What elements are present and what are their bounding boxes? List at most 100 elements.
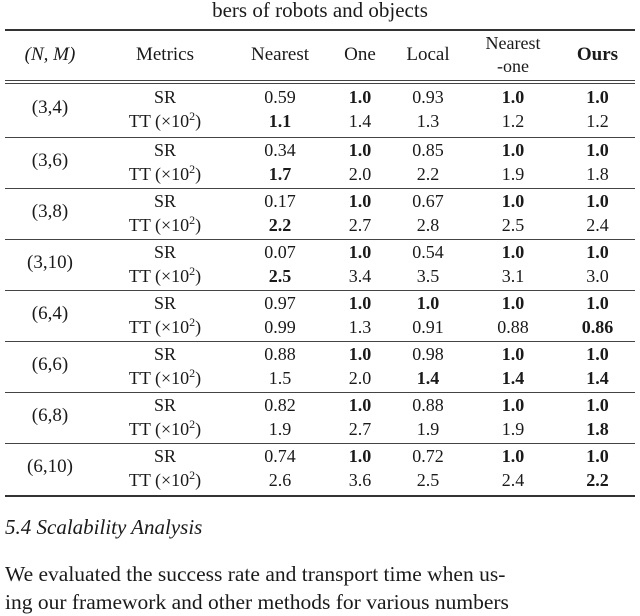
metric-label-tt: TT (×102) <box>128 468 202 490</box>
nm-cell: (3,6) <box>31 150 69 171</box>
metric-label-sr: SR <box>153 140 177 160</box>
value-cell-tt-ours: 1.8 <box>586 164 609 184</box>
value-cell-sr-ours: 1.0 <box>586 87 609 107</box>
value-cell-tt-local: 1.9 <box>416 419 440 439</box>
value-cell-tt-nearest-one: 1.2 <box>501 111 525 131</box>
value-cell-sr-nearest: 0.34 <box>264 140 296 160</box>
value-cell-sr-nearest-one: 1.0 <box>501 344 525 364</box>
value-cell-tt-nearest: 2.6 <box>268 470 292 490</box>
value-cell-sr-nearest-one: 1.0 <box>501 87 525 107</box>
value-cell-sr-one: 1.0 <box>348 395 372 415</box>
nm-cell: (6,8) <box>31 405 69 426</box>
value-cell-tt-nearest: 1.5 <box>268 368 292 388</box>
group-separator-rule <box>5 290 635 291</box>
value-cell-tt-ours: 2.4 <box>586 215 609 235</box>
header-nm: (N, M) <box>24 44 76 65</box>
value-cell-tt-one: 3.6 <box>348 470 372 490</box>
value-cell-sr-ours: 1.0 <box>586 242 609 262</box>
metric-label-tt: TT (×102) <box>128 213 202 235</box>
value-cell-sr-nearest: 0.82 <box>264 395 296 415</box>
value-cell-tt-local: 3.5 <box>416 266 440 286</box>
value-cell-sr-nearest: 0.17 <box>264 191 296 211</box>
value-cell-tt-nearest-one: 2.4 <box>501 470 525 490</box>
value-cell-sr-one: 1.0 <box>348 87 372 107</box>
value-cell-sr-nearest-one: 1.0 <box>501 446 525 466</box>
value-cell-tt-local: 2.5 <box>416 470 440 490</box>
value-cell-tt-nearest: 2.5 <box>268 266 292 286</box>
metric-label-tt: TT (×102) <box>128 162 202 184</box>
value-cell-sr-ours: 1.0 <box>586 293 609 313</box>
value-cell-tt-nearest-one: 2.5 <box>501 215 525 235</box>
nm-cell: (3,10) <box>27 252 73 273</box>
metric-label-tt: TT (×102) <box>128 417 202 439</box>
value-cell-sr-nearest: 0.74 <box>264 446 296 466</box>
value-cell-tt-local: 1.3 <box>416 111 440 131</box>
group-separator-rule <box>5 188 635 189</box>
table-row-group: (3,4) SR TT (×102) 0.59 1.0 0.93 1.0 1.0 1.1 1.4 1… <box>0 84 640 135</box>
table-row-group: (6,10) SR TT (×102) 0.74 1.0 0.72 1.0 1.0 2.6 3.6… <box>0 443 640 494</box>
nm-cell: (3,8) <box>31 201 69 222</box>
metric-label-sr: SR <box>153 87 177 107</box>
value-cell-sr-local: 0.85 <box>412 140 444 160</box>
metric-label-tt: TT (×102) <box>128 264 202 286</box>
metric-label-tt: TT (×102) <box>128 315 202 337</box>
value-cell-sr-local: 0.67 <box>412 191 444 211</box>
value-cell-tt-one: 3.4 <box>348 266 372 286</box>
value-cell-sr-nearest-one: 1.0 <box>501 293 525 313</box>
value-cell-tt-local: 0.91 <box>412 317 444 337</box>
value-cell-sr-one: 1.0 <box>348 191 372 211</box>
header-nearest: Nearest <box>250 44 310 65</box>
top-rule <box>5 29 635 31</box>
value-cell-tt-nearest-one: 0.88 <box>497 317 529 337</box>
value-cell-tt-ours: 1.8 <box>586 419 609 439</box>
value-cell-sr-one: 1.0 <box>348 242 372 262</box>
metric-label-sr: SR <box>153 395 177 415</box>
value-cell-sr-nearest: 0.97 <box>264 293 296 313</box>
value-cell-tt-one: 2.0 <box>348 164 372 184</box>
value-cell-tt-ours: 3.0 <box>586 266 609 286</box>
value-cell-sr-nearest: 0.88 <box>264 344 296 364</box>
header-double-rule-1 <box>5 80 635 81</box>
value-cell-sr-nearest-one: 1.0 <box>501 191 525 211</box>
nm-cell: (3,4) <box>31 97 69 118</box>
metric-label-sr: SR <box>153 344 177 364</box>
body-paragraph: We evaluated the success rate and transp… <box>5 562 509 614</box>
group-separator-rule <box>5 239 635 240</box>
value-cell-tt-nearest: 0.99 <box>264 317 296 337</box>
value-cell-sr-nearest-one: 1.0 <box>501 140 525 160</box>
metric-label-tt: TT (×102) <box>128 366 202 388</box>
metric-label-sr: SR <box>153 446 177 466</box>
header-nearest-one: Nearest -one <box>485 33 541 76</box>
value-cell-tt-one: 2.0 <box>348 368 372 388</box>
value-cell-sr-nearest-one: 1.0 <box>501 242 525 262</box>
table-row-group: (3,6) SR TT (×102) 0.34 1.0 0.85 1.0 1.0 1.7 2.0 2… <box>0 137 640 188</box>
value-cell-tt-ours: 1.4 <box>586 368 609 388</box>
group-separator-rule <box>5 341 635 342</box>
table-caption: bers of robots and objects <box>212 0 428 22</box>
value-cell-sr-ours: 1.0 <box>586 140 609 160</box>
value-cell-sr-ours: 1.0 <box>586 446 609 466</box>
value-cell-sr-nearest: 0.59 <box>264 87 296 107</box>
header-double-rule-2 <box>5 83 635 84</box>
table-row-group: (6,4) SR TT (×102) 0.97 1.0 1.0 1.0 1.0 0.99 1.3 0… <box>0 290 640 341</box>
value-cell-tt-one: 1.4 <box>348 111 372 131</box>
value-cell-sr-local: 1.0 <box>416 293 440 313</box>
value-cell-sr-local: 0.54 <box>412 242 444 262</box>
value-cell-tt-local: 2.8 <box>416 215 440 235</box>
value-cell-sr-one: 1.0 <box>348 344 372 364</box>
value-cell-tt-nearest: 1.9 <box>268 419 292 439</box>
value-cell-sr-local: 0.72 <box>412 446 444 466</box>
section-heading: 5.4 Scalability Analysis <box>5 515 203 539</box>
value-cell-sr-nearest-one: 1.0 <box>501 395 525 415</box>
nm-cell: (6,6) <box>31 354 69 375</box>
value-cell-tt-nearest: 1.1 <box>268 111 292 131</box>
header-local: Local <box>406 44 450 65</box>
group-separator-rule <box>5 392 635 393</box>
value-cell-tt-nearest-one: 3.1 <box>501 266 525 286</box>
nm-cell: (6,4) <box>31 303 69 324</box>
metric-label-sr: SR <box>153 191 177 211</box>
value-cell-sr-one: 1.0 <box>348 446 372 466</box>
table-row-group: (3,8) SR TT (×102) 0.17 1.0 0.67 1.0 1.0 2.2 2.7 2… <box>0 188 640 239</box>
value-cell-sr-ours: 1.0 <box>586 344 609 364</box>
value-cell-sr-ours: 1.0 <box>586 191 609 211</box>
